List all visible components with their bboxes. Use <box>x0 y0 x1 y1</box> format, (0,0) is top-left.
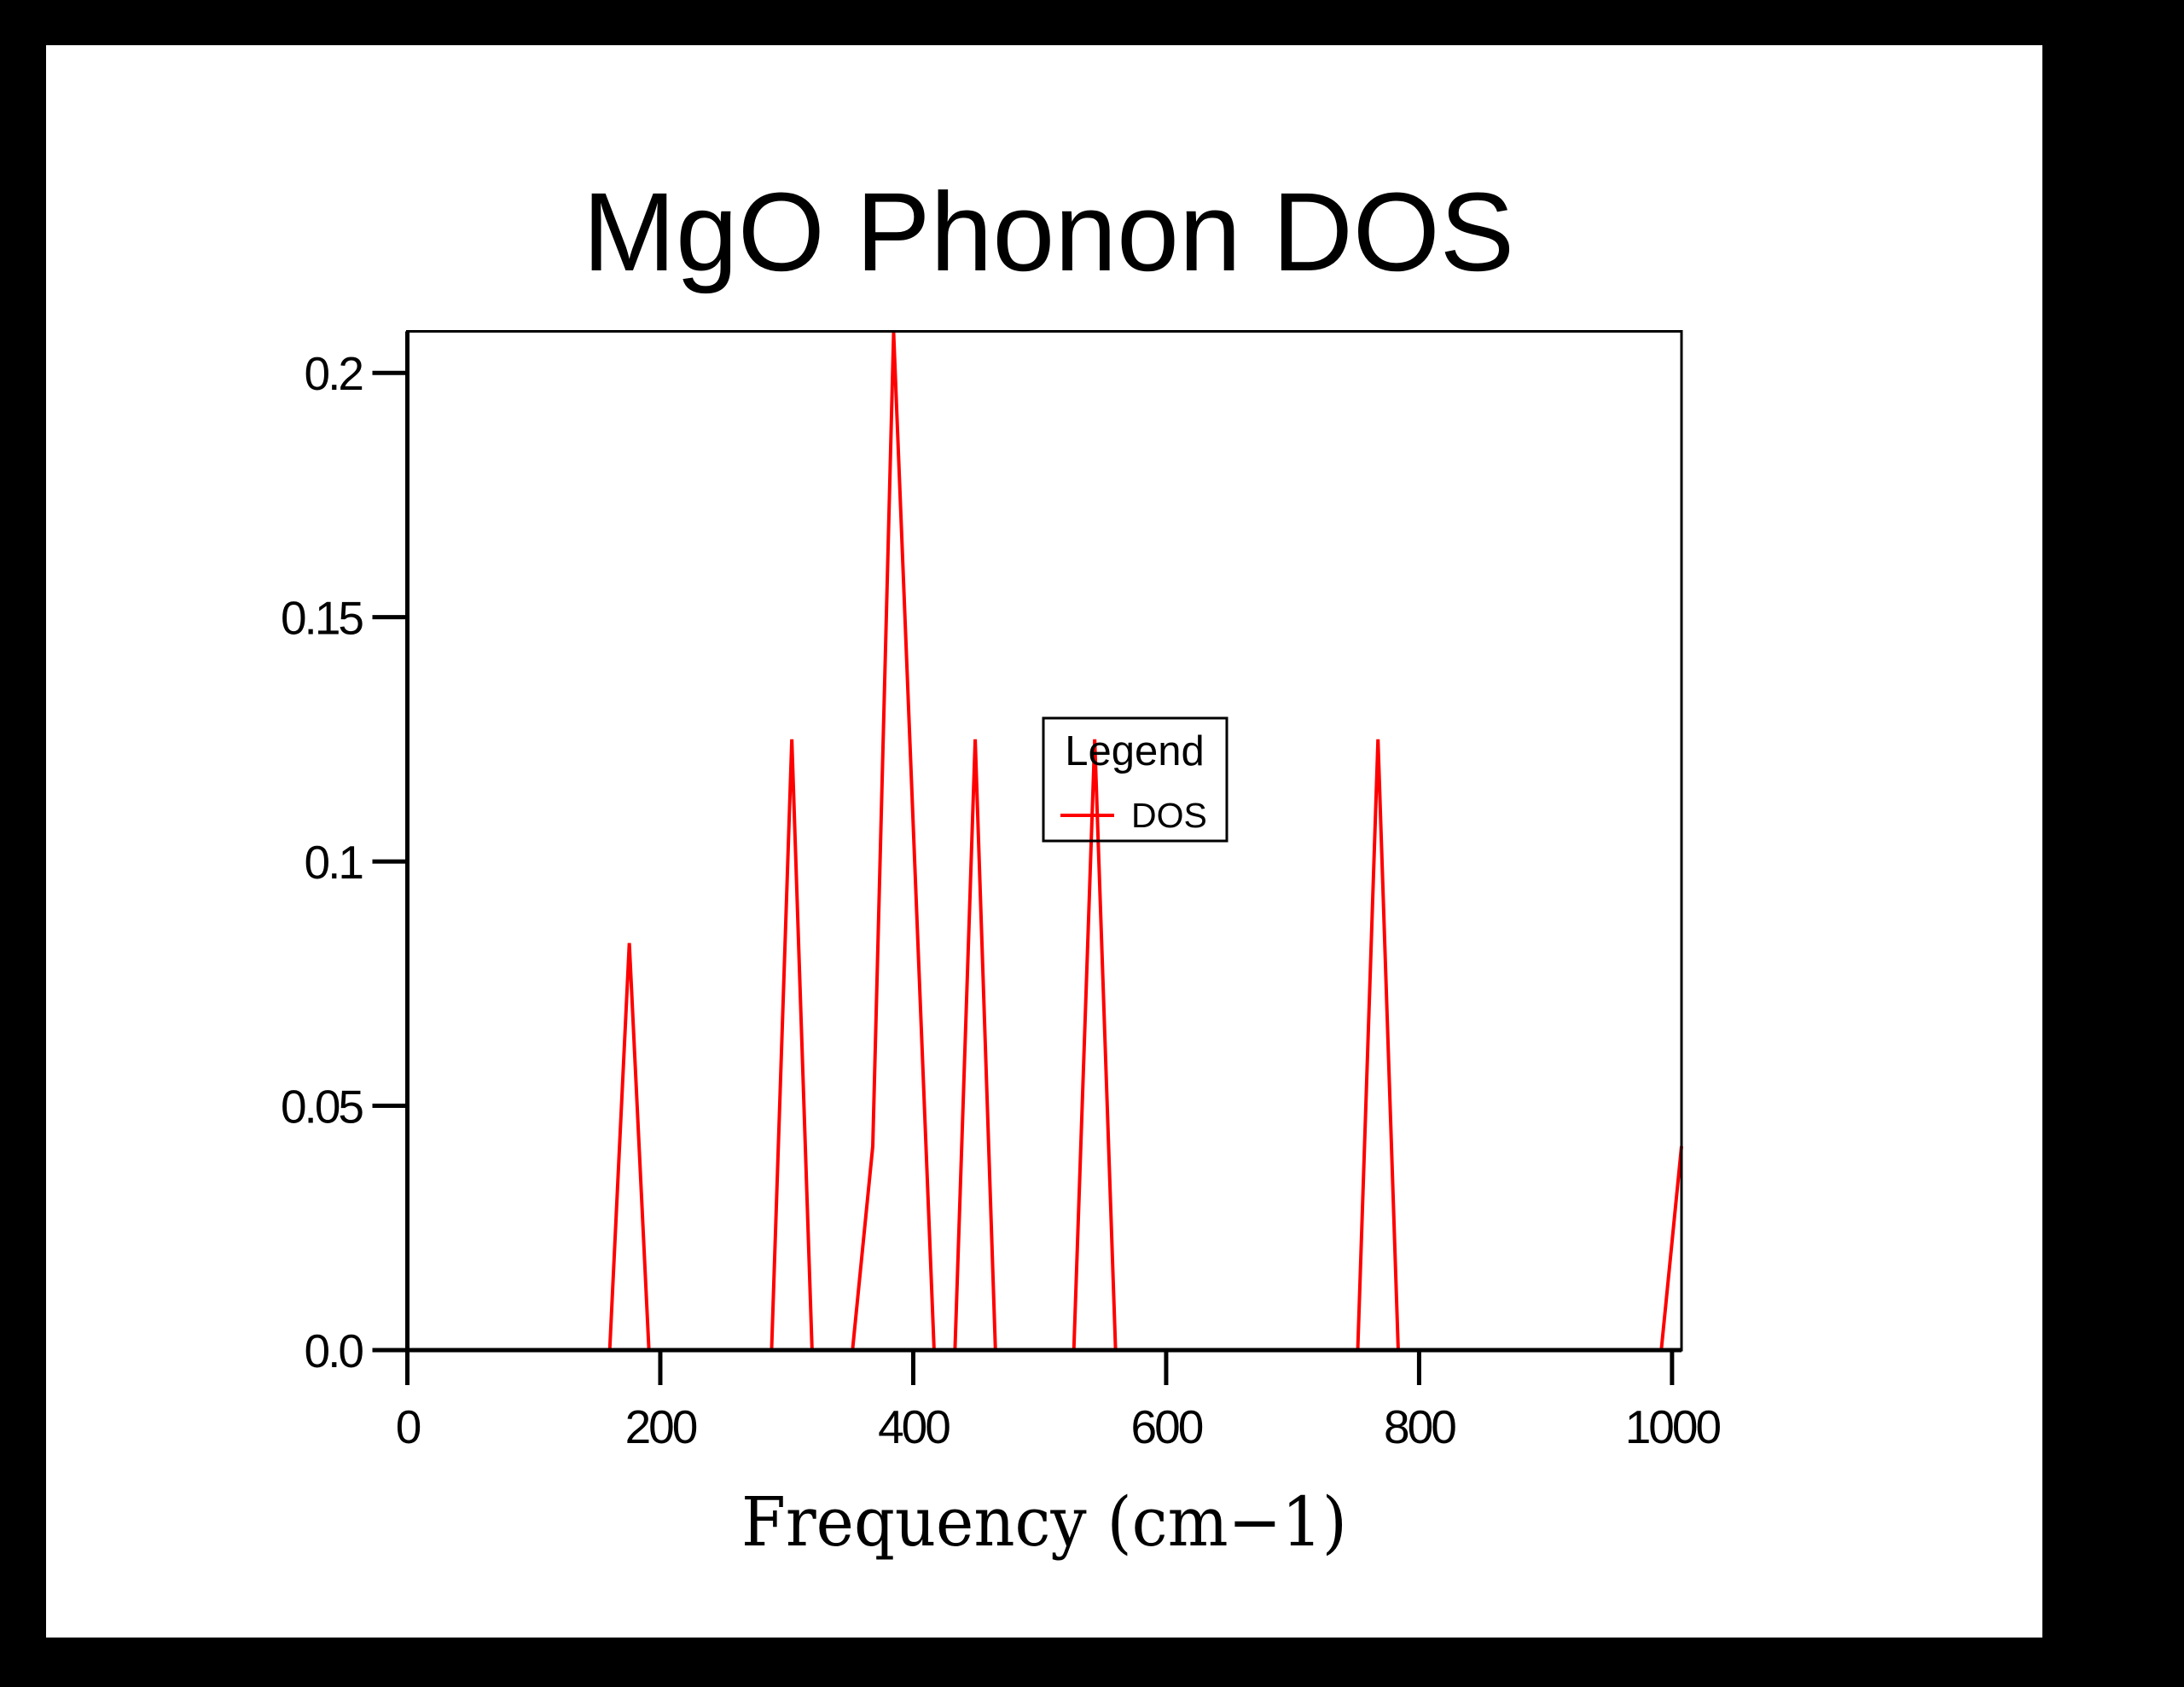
y-tick-label: 0.05 <box>281 1081 363 1133</box>
x-tick-label: 200 <box>625 1400 697 1453</box>
y-tick-label: 0.2 <box>305 347 363 400</box>
x-tick-label: 400 <box>878 1400 950 1453</box>
legend-title: Legend <box>1065 728 1205 774</box>
legend: Legend DOS <box>1042 716 1228 843</box>
axis-ticks-layer: 0 200 400 600 800 1000 0.2 0.15 0.1 0.05 0.0 <box>281 347 1723 1453</box>
y-tick-label: 0.0 <box>305 1325 363 1377</box>
x-tick-label: 1000 <box>1625 1400 1721 1453</box>
chart-title: MgO Phonon DOS <box>583 169 1514 294</box>
legend-entry-label: DOS <box>1131 796 1207 835</box>
legend-box <box>1042 716 1228 843</box>
x-tick-label: 0 <box>396 1400 421 1453</box>
x-axis-label: Frequency (cm−1) <box>741 1482 1347 1562</box>
x-tick-label: 800 <box>1384 1400 1455 1453</box>
y-tick-label: 0.1 <box>305 836 363 889</box>
y-tick-label: 0.15 <box>281 592 363 645</box>
x-tick-label: 600 <box>1131 1400 1203 1453</box>
